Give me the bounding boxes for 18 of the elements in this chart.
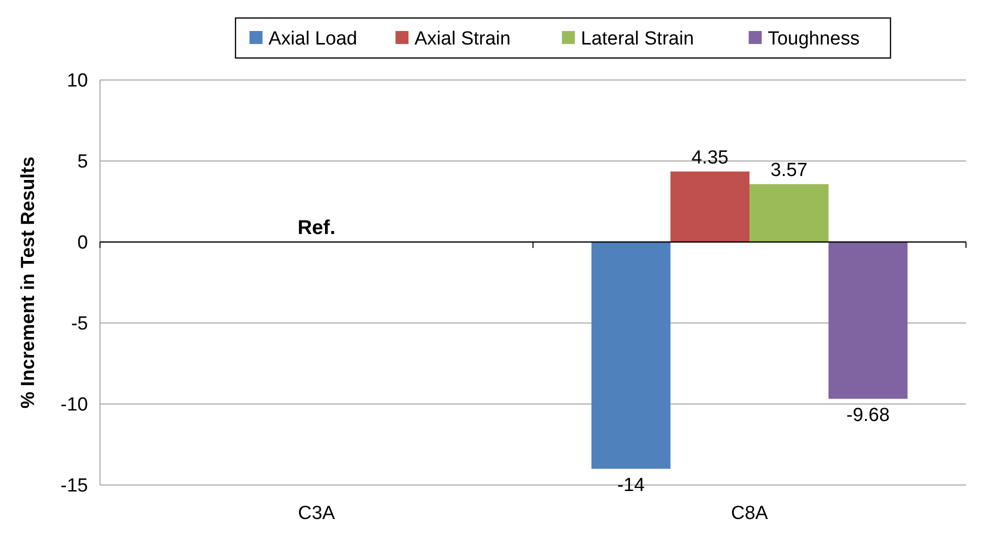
data-label: 3.57 (770, 160, 808, 182)
y-tick-label: 5 (77, 152, 88, 173)
x-tick-label: C3A (298, 503, 336, 524)
x-tick-label: C8A (731, 503, 768, 524)
data-label: 4.35 (691, 148, 728, 169)
y-tick-label: 10 (66, 70, 88, 92)
legend-label: Lateral Strain (580, 28, 694, 50)
annotation: Ref. (298, 217, 336, 239)
y-tick-label: 0 (77, 232, 88, 254)
legend-label: Toughness (768, 28, 860, 50)
data-label: -14 (617, 474, 646, 496)
data-label: -9.68 (846, 404, 890, 426)
y-tick-label: -10 (60, 394, 88, 416)
legend-label: Axial Load (268, 28, 358, 50)
y-tick-label: -15 (60, 476, 88, 497)
y-axis-title: % Increment in Test Results (18, 156, 39, 408)
y-tick-label: -5 (71, 314, 88, 335)
legend-label: Axial Strain (414, 28, 511, 50)
